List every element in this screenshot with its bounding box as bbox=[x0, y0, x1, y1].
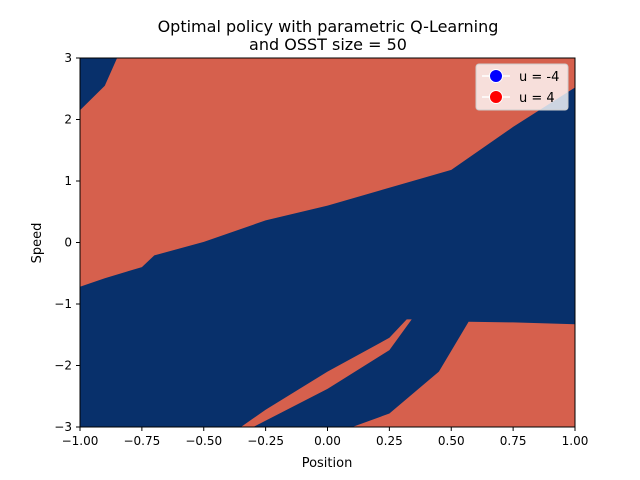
legend-marker bbox=[489, 69, 503, 83]
y-tick-label: −1 bbox=[54, 297, 72, 311]
y-tick-label: −2 bbox=[54, 359, 72, 373]
x-tick-label: 0.50 bbox=[438, 434, 465, 448]
y-axis-label: Speed bbox=[30, 223, 45, 264]
legend: u = -4 u = 4 bbox=[475, 63, 569, 111]
legend-label: u = -4 bbox=[519, 70, 559, 85]
x-axis-label: Position bbox=[302, 456, 353, 471]
chart-title-line-1: Optimal policy with parametric Q-Learnin… bbox=[158, 17, 499, 36]
x-tick-label: 0.75 bbox=[500, 434, 527, 448]
region-u-4-1 bbox=[80, 58, 575, 287]
x-tick-label: −0.50 bbox=[185, 434, 222, 448]
y-tick-label: −3 bbox=[54, 420, 72, 434]
x-tick-label: 0.00 bbox=[314, 434, 341, 448]
y-tick-label: 2 bbox=[64, 113, 72, 127]
legend-marker bbox=[489, 90, 503, 104]
x-tick-label: −0.75 bbox=[123, 434, 160, 448]
y-tick-label: 1 bbox=[64, 174, 72, 188]
region-u-4-2 bbox=[240, 319, 412, 427]
axes: −1.00 −0.75 −0.50 −0.25 0.00 0.25 0.50 0.75 1.00… bbox=[54, 51, 588, 448]
x-tick-label: 1.00 bbox=[562, 434, 589, 448]
chart-title-line-2: and OSST size = 50 bbox=[249, 35, 407, 54]
y-tick-label: 0 bbox=[64, 236, 72, 250]
x-tick-label: 0.25 bbox=[376, 434, 403, 448]
x-tick-label: −0.25 bbox=[247, 434, 284, 448]
region-u-4-3 bbox=[352, 321, 575, 427]
plot-area bbox=[80, 58, 575, 427]
legend-label: u = 4 bbox=[519, 91, 555, 106]
y-tick-label: 3 bbox=[64, 51, 72, 65]
x-tick-label: −1.00 bbox=[62, 434, 99, 448]
